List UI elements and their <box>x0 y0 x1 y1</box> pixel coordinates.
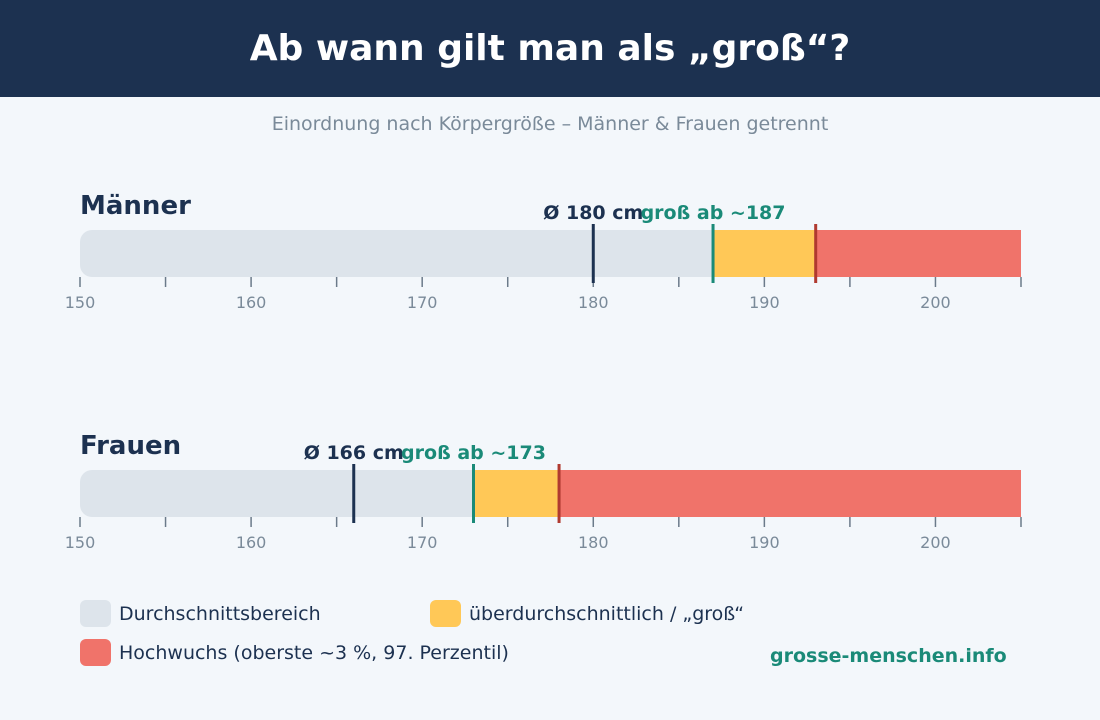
x-tick-label: 160 <box>236 533 267 552</box>
legend-label-very-tall: Hochwuchs (oberste ~3 %, 97. Perzentil) <box>119 641 509 664</box>
bar-segment-very-tall <box>559 470 1041 517</box>
legend-item-average: Durchschnittsbereich <box>80 600 321 627</box>
legend-swatch-average <box>80 600 111 627</box>
bar-segment-very-tall <box>815 230 1041 277</box>
bar-segment-tall <box>473 470 560 517</box>
marker-label-avg: Ø 180 cm <box>543 202 643 224</box>
x-tick-label: 200 <box>920 533 951 552</box>
x-tick-label: 170 <box>407 293 438 312</box>
legend-item-tall: überdurchschnittlich / „groß“ <box>430 600 744 627</box>
x-tick-label: 170 <box>407 533 438 552</box>
bar-segment-average <box>80 230 714 277</box>
bar-edge-mask <box>1021 228 1100 279</box>
legend-item-very-tall: Hochwuchs (oberste ~3 %, 97. Perzentil) <box>80 639 509 666</box>
x-tick-label: 180 <box>578 293 609 312</box>
header-bar: Ab wann gilt man als „groß“? <box>0 0 1100 97</box>
x-tick-label: 150 <box>65 533 96 552</box>
x-tick-label: 160 <box>236 293 267 312</box>
x-tick-label: 150 <box>65 293 96 312</box>
x-tick-label: 180 <box>578 533 609 552</box>
legend-label-tall: überdurchschnittlich / „groß“ <box>469 602 745 625</box>
x-tick-label: 190 <box>749 293 780 312</box>
bar-edge-mask <box>1021 468 1100 519</box>
legend-swatch-very-tall <box>80 639 111 666</box>
panel-title: Frauen <box>80 431 181 461</box>
source-link[interactable]: grosse-menschen.info <box>770 645 1007 667</box>
bar-segment-tall <box>713 230 816 277</box>
page-title: Ab wann gilt man als „groß“? <box>249 28 851 69</box>
marker-label-avg: Ø 166 cm <box>304 442 404 464</box>
panel-title: Männer <box>80 191 191 221</box>
x-tick-label: 200 <box>920 293 951 312</box>
legend-swatch-tall <box>430 600 461 627</box>
subtitle: Einordnung nach Körpergröße – Männer & F… <box>271 113 829 135</box>
bar-segment-average <box>80 470 474 517</box>
legend-label-average: Durchschnittsbereich <box>119 602 321 625</box>
x-tick-label: 190 <box>749 533 780 552</box>
marker-label-tall: groß ab ~173 <box>401 442 546 464</box>
marker-label-tall: groß ab ~187 <box>641 202 786 224</box>
